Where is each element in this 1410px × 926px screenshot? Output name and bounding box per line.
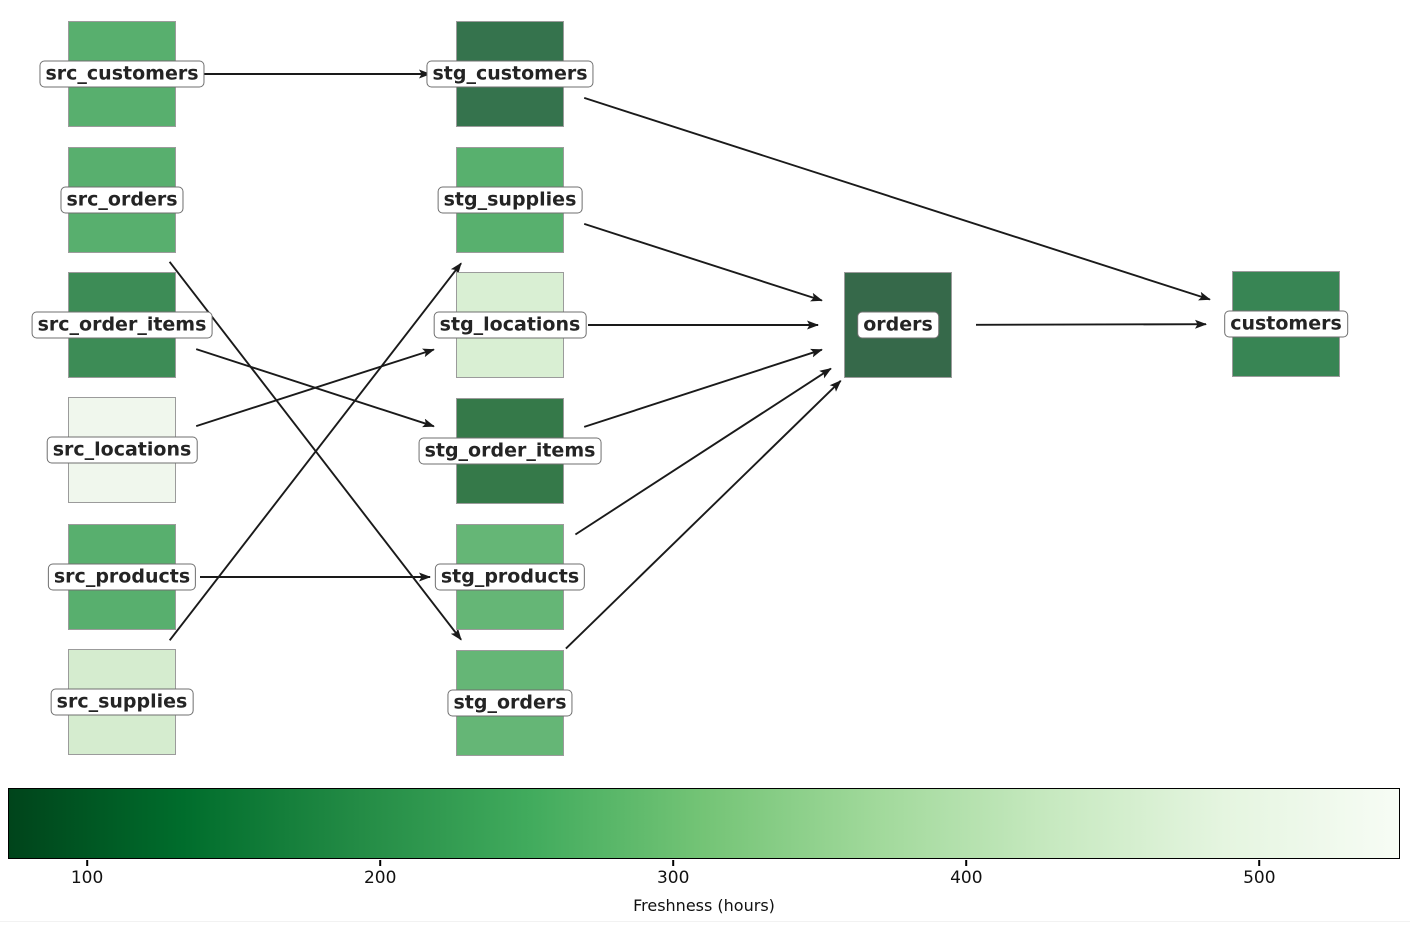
colorbar-tick-200	[379, 860, 381, 866]
edge-stg_supplies-to-orders	[583, 222, 823, 302]
colorbar-tick-300	[672, 860, 674, 866]
node-label-stg_locations: stg_locations	[433, 311, 587, 339]
node-label-src_products: src_products	[47, 563, 197, 591]
colorbar-tick-label-500: 500	[1243, 868, 1276, 888]
edge-src_supplies-to-stg_supplies	[168, 262, 462, 641]
colorbar-tick-label-100: 100	[70, 868, 104, 888]
colorbar-tick-label-200: 200	[363, 868, 397, 888]
edge-stg_products-to-orders	[574, 367, 832, 536]
node-label-orders: orders	[857, 311, 939, 339]
colorbar-tick-500	[1258, 860, 1261, 866]
edge-src_locations-to-stg_locations	[195, 348, 435, 428]
colorbar-axis-label: Freshness (hours)	[633, 896, 775, 915]
colorbar-gradient	[8, 788, 1400, 859]
node-label-stg_products: stg_products	[434, 563, 586, 591]
colorbar-tick-400	[965, 860, 968, 866]
colorbar-tick-100	[86, 860, 88, 866]
node-label-src_locations: src_locations	[46, 436, 198, 464]
edge-layer	[168, 69, 1211, 650]
node-label-src_orders: src_orders	[60, 186, 184, 214]
node-label-src_order_items: src_order_items	[31, 311, 213, 339]
node-label-stg_customers: stg_customers	[426, 60, 594, 88]
node-label-stg_supplies: stg_supplies	[437, 186, 583, 214]
node-label-src_customers: src_customers	[39, 60, 205, 88]
node-label-stg_orders: stg_orders	[447, 689, 573, 717]
node-label-customers: customers	[1224, 310, 1348, 338]
edge-orders-to-customers	[975, 319, 1207, 329]
node-label-src_supplies: src_supplies	[50, 688, 194, 716]
colorbar-tick-label-300: 300	[656, 868, 690, 888]
colorbar-tick-label-400: 400	[950, 868, 983, 888]
edge-stg_orders-to-orders	[565, 380, 842, 650]
edge-stg_customers-to-customers	[583, 96, 1211, 301]
figure-bottom-edge	[0, 921, 1410, 922]
node-label-stg_order_items: stg_order_items	[418, 437, 602, 465]
edge-stg_order_items-to-orders	[583, 348, 823, 428]
